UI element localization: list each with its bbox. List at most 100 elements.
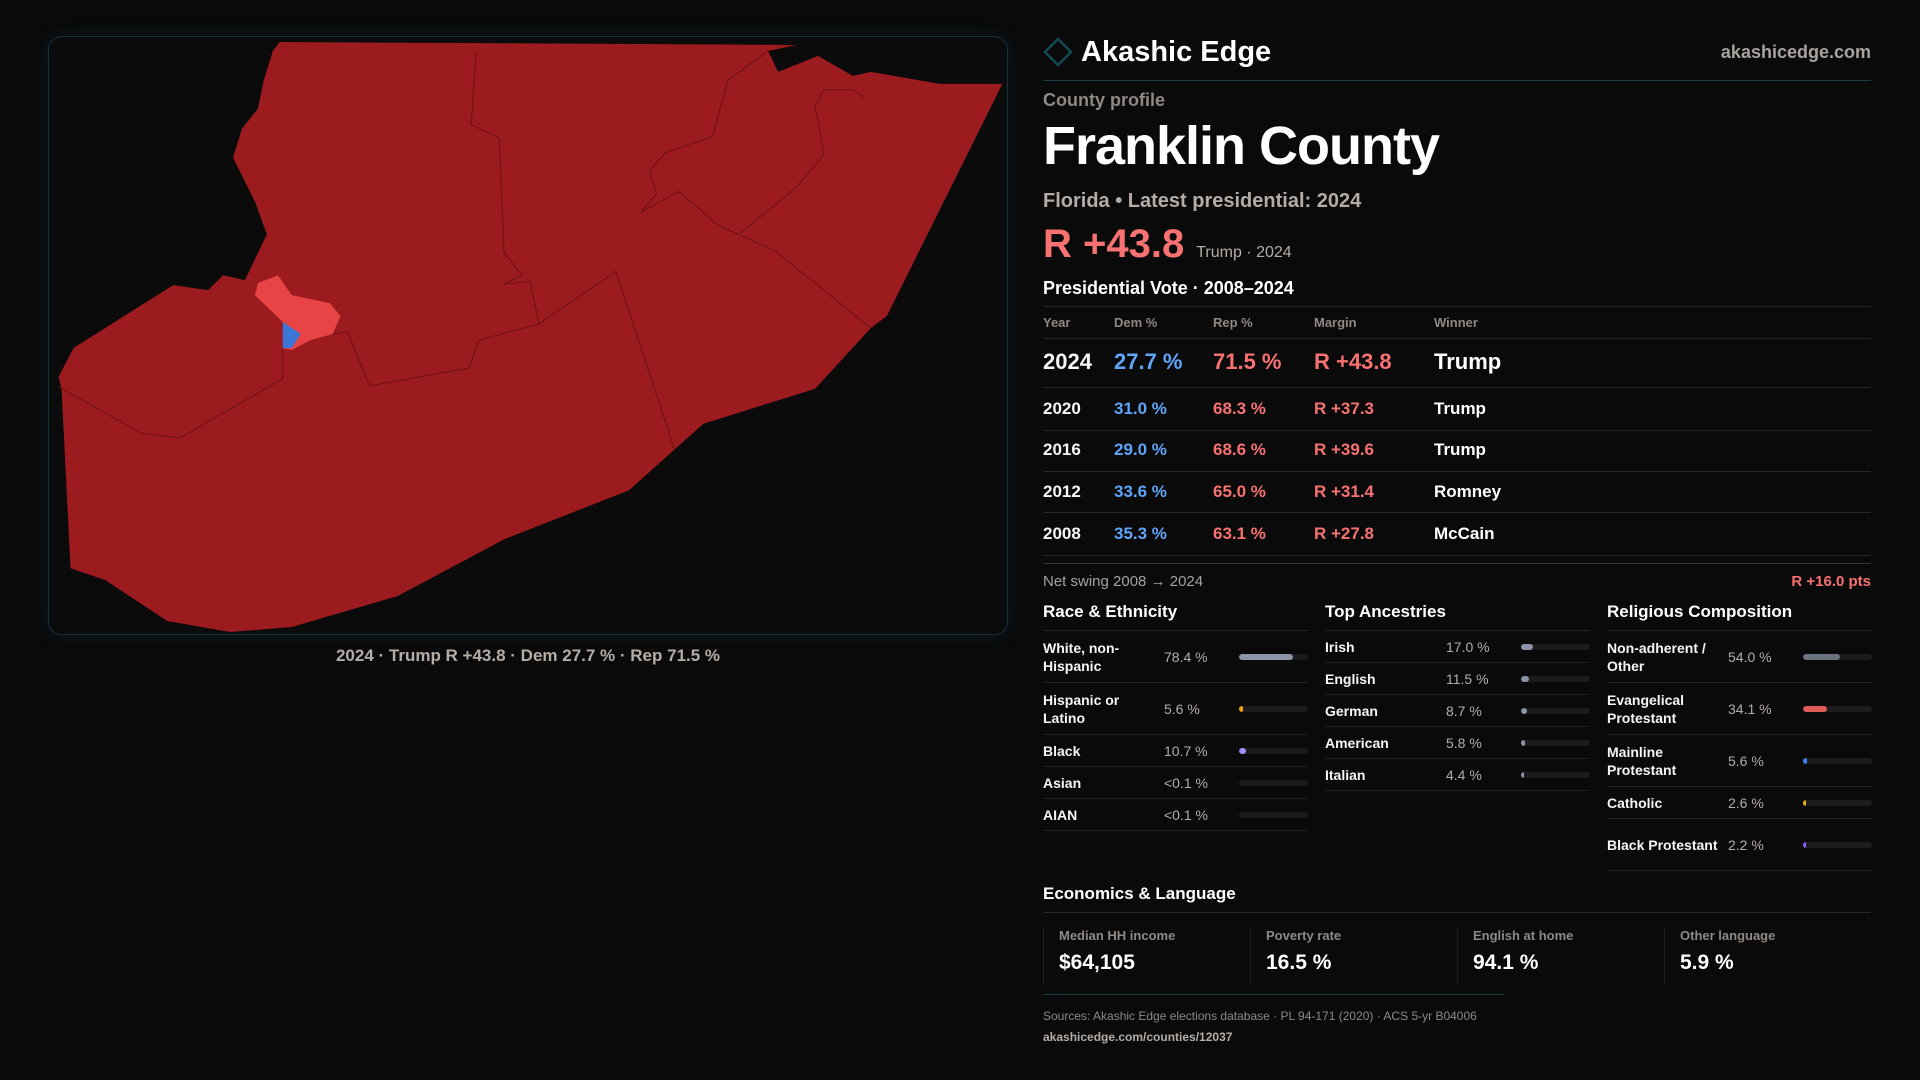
stat-label: Other language [1680,928,1776,943]
list-item[interactable]: Mainline Protestant 5.6 % [1607,735,1872,787]
site-link[interactable]: akashicedge.com [1720,41,1871,62]
panel-title: Religious Composition [1607,602,1793,621]
table-row[interactable]: 2016 29.0 % 68.6 % R +39.6 Trump [1043,437,1871,463]
divider [1325,630,1590,631]
column-header: Margin [1314,314,1357,330]
list-item[interactable]: Non-adherent / Other 54.0 % [1607,631,1872,683]
item-label: White, non-Hispanic [1043,639,1120,674]
precinct-strong-rep[interactable] [58,41,1003,633]
list-item[interactable]: AIAN <0.1 % [1043,799,1308,831]
item-label: Black [1043,742,1081,759]
progress-fill [1239,653,1294,660]
item-label: Evangelical Protestant [1607,691,1685,726]
list-item[interactable]: American 5.8 % [1325,727,1590,759]
cell-margin: R +27.8 [1314,524,1375,543]
list-item[interactable]: Hispanic or Latino 5.6 % [1043,683,1308,735]
list-item[interactable]: Irish 17.0 % [1325,631,1590,663]
list-item[interactable]: Black Protestant 2.2 % [1607,819,1872,871]
county-profile-label: County profile [1043,90,1165,110]
stat-card: Poverty rate 16.5 % [1250,928,1457,984]
item-value: <0.1 % [1164,774,1208,791]
item-value: 2.6 % [1728,794,1764,811]
progress-bar [1239,653,1308,660]
panel-race-ethnicity: Race & Ethnicity White, non-Hispanic 78.4 … [1043,602,1308,831]
list-item[interactable]: Italian 4.4 % [1325,759,1590,791]
site-header: Akashic Edge akashicedge.com [1043,30,1871,74]
item-value: 11.5 % [1446,670,1489,687]
table-row[interactable]: 2020 31.0 % 68.3 % R +37.3 Trump [1043,396,1871,422]
list-item[interactable]: Catholic 2.6 % [1607,787,1872,819]
stat-value: 16.5 % [1266,951,1332,974]
progress-bar [1521,707,1590,714]
list-item[interactable]: English 11.5 % [1325,663,1590,695]
cell-dem: 31.0 % [1114,399,1167,418]
progress-fill [1521,707,1527,714]
list-item[interactable]: Asian <0.1 % [1043,767,1308,799]
cell-rep: 68.3 % [1213,399,1266,418]
headline-margin: R +43.8 Trump · 2024 [1043,222,1871,267]
table-row[interactable]: 2012 33.6 % 65.0 % R +31.4 Romney [1043,479,1871,505]
divider [1043,471,1871,472]
stat-label: English at home [1473,928,1574,943]
section-title-votes: Presidential Vote · 2008–2024 [1043,278,1294,298]
progress-bar [1803,653,1872,660]
progress-fill [1803,841,1806,848]
list-item[interactable]: White, non-Hispanic 78.4 % [1043,631,1308,683]
precinct-map[interactable] [49,37,1007,634]
item-value: 5.6 % [1164,700,1200,717]
precinct-boundaries [58,50,872,450]
county-url-link[interactable]: akashicedge.com/counties/12037 [1043,1030,1233,1044]
cell-year: 2024 [1043,349,1092,374]
cell-winner: Trump [1434,349,1502,374]
divider [1043,912,1871,913]
panel-religious-composition: Religious Composition Non-adherent / Othe… [1607,602,1872,871]
item-label: Hispanic or Latino [1043,691,1120,726]
item-label: Irish [1325,638,1355,655]
item-value: 10.7 % [1164,742,1208,759]
item-label: Black Protestant [1607,836,1718,853]
table-row[interactable]: 2024 27.7 % 71.5 % R +43.8 Trump [1043,349,1871,375]
cell-rep: 71.5 % [1213,349,1282,374]
list-item[interactable]: Evangelical Protestant 34.1 % [1607,683,1872,735]
divider [1043,994,1504,995]
item-label: AIAN [1043,806,1078,823]
item-value: 54.0 % [1728,648,1772,665]
progress-bar [1239,705,1308,712]
progress-bar [1803,757,1872,764]
divider [1043,387,1871,388]
progress-fill [1239,747,1247,754]
subtitle: Florida • Latest presidential: 2024 [1043,190,1362,212]
stat-card: English at home 94.1 % [1457,928,1664,984]
progress-fill [1803,799,1806,806]
cell-rep: 63.1 % [1213,524,1266,543]
divider [1043,563,1871,564]
progress-bar [1521,771,1590,778]
cell-margin: R +31.4 [1314,482,1375,501]
divider [1043,338,1871,339]
item-value: 34.1 % [1728,700,1772,717]
stat-label: Median HH income [1059,928,1176,943]
brand[interactable]: Akashic Edge [1043,36,1271,69]
item-label: Asian [1043,774,1082,791]
precinct-dem[interactable] [282,322,301,348]
cell-dem: 35.3 % [1114,524,1167,543]
diamond-outline-icon [1043,37,1073,67]
page-title: Franklin County [1043,116,1440,176]
cell-winner: McCain [1434,524,1495,543]
list-item[interactable]: Black 10.7 % [1043,735,1308,767]
net-swing-value: R +16.0 pts [1791,573,1871,590]
cell-margin: R +43.8 [1314,349,1392,374]
column-header: Dem % [1114,314,1158,330]
stat-label: Poverty rate [1266,928,1342,943]
progress-bar [1803,841,1872,848]
county-map[interactable] [48,36,1008,635]
precinct-lean-rep[interactable] [254,275,341,350]
progress-fill [1521,739,1525,746]
cell-year: 2008 [1043,524,1081,543]
item-label: Mainline Protestant [1607,743,1677,778]
item-label: Italian [1325,766,1366,783]
cell-rep: 65.0 % [1213,482,1266,501]
list-item[interactable]: German 8.7 % [1325,695,1590,727]
divider [1043,306,1871,307]
table-row[interactable]: 2008 35.3 % 63.1 % R +27.8 McCain [1043,521,1871,547]
